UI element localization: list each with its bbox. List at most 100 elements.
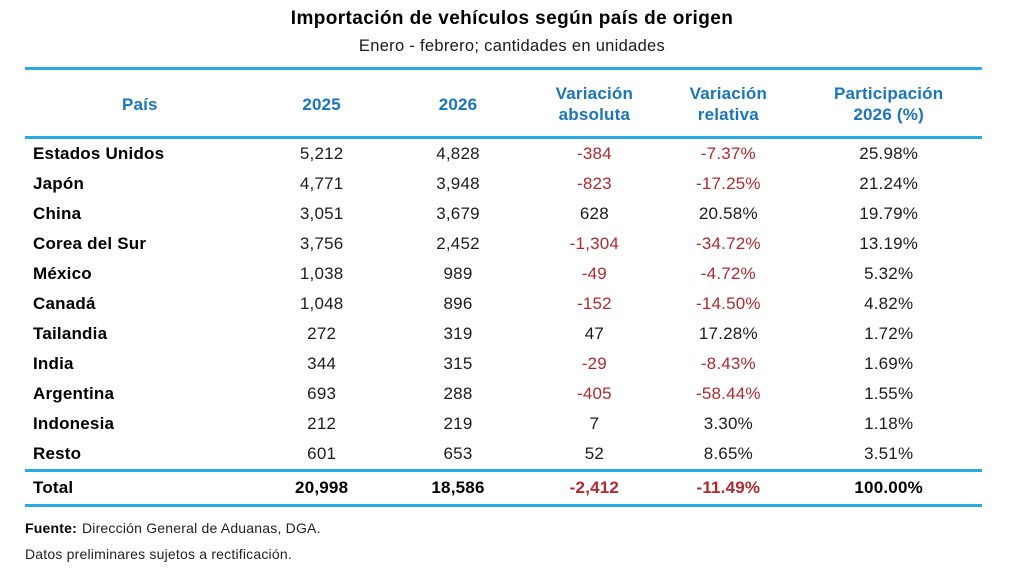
table-row: Resto 601 653 52 8.65% 3.51% [25,439,982,471]
cell-y2026: 2,452 [436,234,480,253]
cell-part: 1.55% [864,384,914,403]
cell-pais: Tailandia [33,324,108,343]
cell-y2025: 1,038 [299,264,344,283]
cell-y2026: 315 [443,354,473,373]
source-line: Fuente: Dirección General de Aduanas, DGA… [25,515,1024,541]
cell-var_rel: -58.44% [695,384,761,403]
column-header-var_rel: Variación relativa [661,67,796,139]
disclaimer-note: Datos preliminares sujetos a rectificaci… [25,546,292,562]
table-row: Corea del Sur 3,756 2,452 -1,304 -34.72% 13.1… [25,229,982,259]
table-footer: Total 20,998 18,586 -2,412 -11.49% 100.00% [25,469,982,507]
source-label: Fuente: [25,520,77,536]
table-header: País 2025 2026 Variación absoluta Variación re… [25,67,982,139]
cell-part: 3.51% [864,444,914,463]
cell-y2025: 1,048 [299,294,344,313]
cell-var_abs: -384 [576,144,612,163]
table-body: Estados Unidos 5,212 4,828 -384 -7.37% 25.98%… [25,138,982,471]
table-row: India 344 315 -29 -8.43% 1.69% [25,349,982,379]
cell-part: 19.79% [859,204,919,223]
cell-y2026: 288 [443,384,473,403]
cell-pais: Canadá [33,294,96,313]
imports-table-wrap: País 2025 2026 Variación absoluta Variación re… [25,67,982,507]
cell-y2025: 601 [307,444,337,463]
cell-y2025: 3,756 [299,234,344,253]
cell-pais: Argentina [33,384,115,403]
table-row: Estados Unidos 5,212 4,828 -384 -7.37% 25.98% [25,138,982,170]
table-row: Canadá 1,048 896 -152 -14.50% 4.82% [25,289,982,319]
cell-var_rel: 17.28% [698,324,758,343]
cell-y2026: 319 [443,324,473,343]
table-row: Argentina 693 288 -405 -58.44% 1.55% [25,379,982,409]
cell-var_rel: -7.37% [700,144,756,163]
cell-y2025: 272 [307,324,337,343]
cell-var_abs: 7 [589,414,600,433]
cell-y2026: 653 [443,444,473,463]
cell-y2025: 693 [307,384,337,403]
table-row: China 3,051 3,679 628 20.58% 19.79% [25,199,982,229]
cell-var_abs: -49 [581,264,607,283]
cell-y2025: 20,998 [254,469,389,507]
cell-var_rel: -4.72% [700,264,756,283]
table-row: Indonesia 212 219 7 3.30% 1.18% [25,409,982,439]
page-title: Importación de vehículos según país de o… [290,8,734,29]
cell-pais: México [33,264,92,283]
cell-pais: Corea del Sur [33,234,147,253]
cell-part: 21.24% [859,174,919,193]
cell-var_rel: -8.43% [700,354,756,373]
table-row: Tailandia 272 319 47 17.28% 1.72% [25,319,982,349]
cell-var_rel: -34.72% [695,234,761,253]
cell-y2025: 4,771 [299,174,344,193]
page-subtitle: Enero - febrero; cantidades en unidades [358,37,666,55]
column-header-y2026: 2026 [388,67,528,139]
cell-y2026: 219 [443,414,473,433]
cell-var_rel: 20.58% [698,204,758,223]
cell-var_abs: -29 [581,354,607,373]
cell-part: 1.69% [864,354,914,373]
cell-var_abs: 47 [584,324,605,343]
cell-y2025: 3,051 [299,204,344,223]
cell-y2026: 3,679 [436,204,480,223]
cell-var_rel: -14.50% [695,294,761,313]
cell-y2026: 896 [443,294,473,313]
cell-pais: Estados Unidos [33,144,165,163]
cell-var_rel: 8.65% [703,444,753,463]
table-row: México 1,038 989 -49 -4.72% 5.32% [25,259,982,289]
cell-var_rel: -11.49% [661,469,796,507]
cell-y2025: 212 [307,414,337,433]
cell-part: 4.82% [864,294,914,313]
source-text: Dirección General de Aduanas, DGA. [81,520,321,536]
cell-part: 1.72% [864,324,914,343]
cell-part: 1.18% [864,414,914,433]
cell-y2025: 5,212 [299,144,344,163]
cell-pais: Total [25,469,255,507]
cell-var_abs: -2,412 [527,469,662,507]
cell-pais: Resto [33,444,82,463]
cell-part: 25.98% [859,144,919,163]
cell-pais: Japón [33,174,85,193]
cell-var_rel: 3.30% [703,414,753,433]
cell-var_abs: 628 [579,204,609,223]
column-header-pais: País [25,67,255,139]
cell-var_abs: -1,304 [569,234,620,253]
cell-var_abs: -823 [576,174,612,193]
cell-y2026: 3,948 [436,174,480,193]
cell-pais: Indonesia [33,414,115,433]
cell-var_abs: -405 [576,384,612,403]
cell-part: 5.32% [864,264,914,283]
cell-part: 100.00% [795,469,982,507]
cell-y2025: 344 [307,354,337,373]
column-header-var_abs: Variación absoluta [527,67,662,139]
column-header-part: Participación 2026 (%) [795,67,982,139]
cell-var_abs: -152 [576,294,612,313]
imports-table: País 2025 2026 Variación absoluta Variación re… [25,67,982,507]
cell-part: 13.19% [859,234,919,253]
table-row: Japón 4,771 3,948 -823 -17.25% 21.24% [25,169,982,199]
cell-y2026: 4,828 [436,144,480,163]
cell-var_abs: 52 [584,444,605,463]
source-footer: Fuente: Dirección General de Aduanas, DGA… [25,515,1024,567]
report-page: Importación de vehículos según país de o… [0,8,1024,572]
total-row: Total 20,998 18,586 -2,412 -11.49% 100.00% [25,469,982,507]
cell-pais: China [33,204,82,223]
header-row: País 2025 2026 Variación absoluta Variación re… [25,67,982,139]
column-header-y2025: 2025 [254,67,389,139]
